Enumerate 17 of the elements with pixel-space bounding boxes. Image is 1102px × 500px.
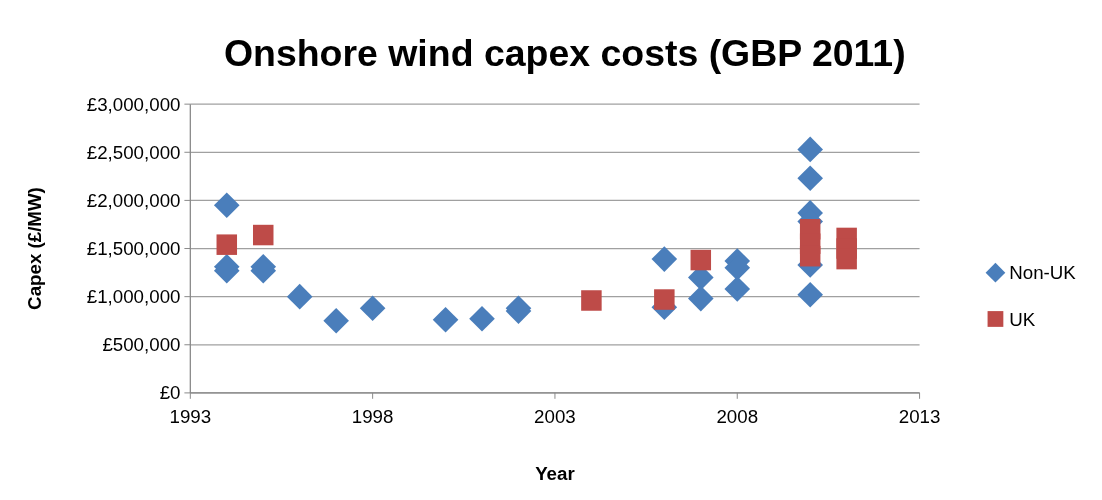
y-tick-label: £500,000 [102,334,181,356]
legend-label: UK [1009,308,1036,330]
x-tick-label: 1993 [169,406,212,428]
y-tick-label: £2,500,000 [86,141,181,163]
x-tick-label: 1998 [351,406,394,428]
y-tick-label: £2,000,000 [86,189,181,211]
x-tick-label: 2008 [716,406,759,428]
x-axis-title: Year [535,462,575,484]
y-tick-label: £3,000,000 [86,93,181,115]
x-tick-label: 2003 [534,406,576,428]
y-tick-label: £1,500,000 [86,238,181,260]
y-tick-label: £0 [159,382,181,404]
legend-label: Non-UK [1009,262,1077,284]
x-tick-label: 2013 [898,406,941,428]
chart-title: Onshore wind capex costs (GBP 2011) [223,31,906,74]
y-axis-title: Capex (£/MW) [23,187,45,310]
y-tick-label: £1,000,000 [86,286,181,308]
